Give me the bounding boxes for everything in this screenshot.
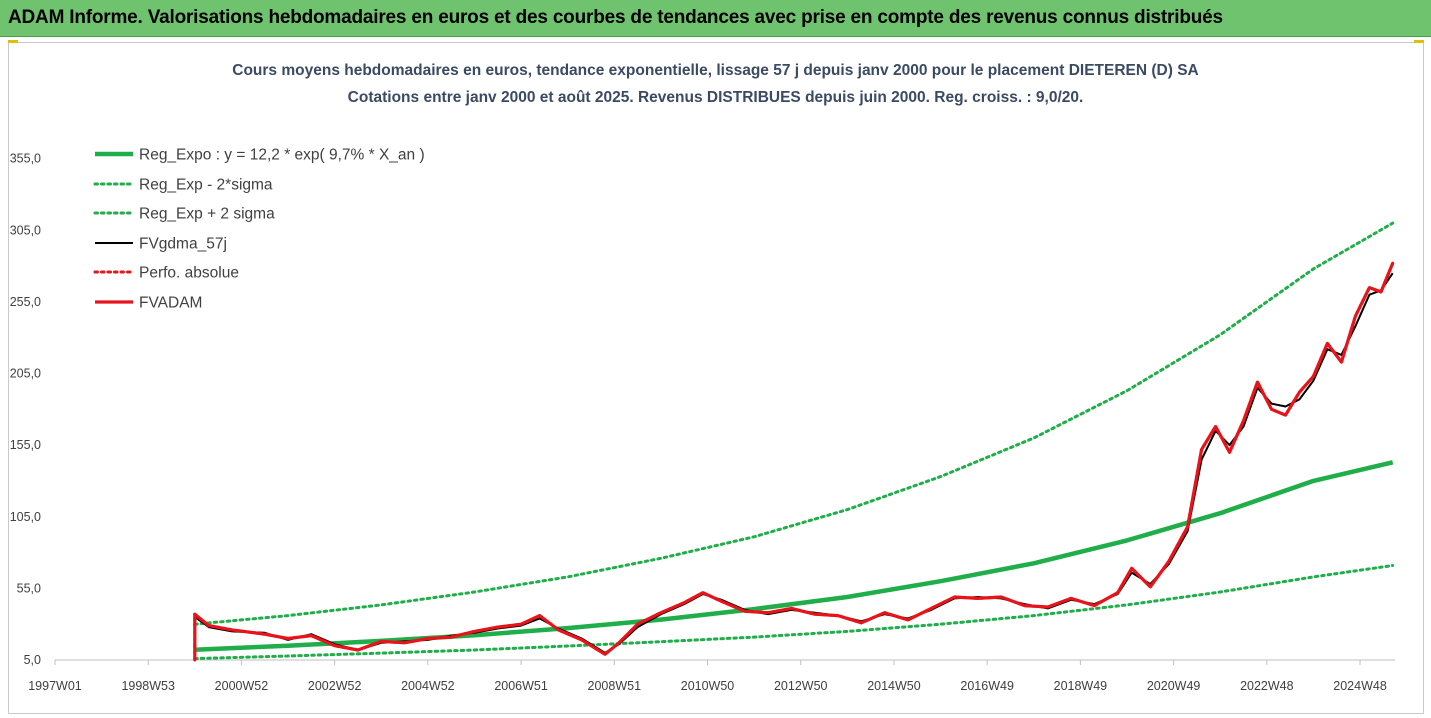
x-tick-label: 2004W52 (401, 679, 455, 693)
series-line-4 (193, 261, 1395, 662)
legend-label: Reg_Expo : y = 12,2 * exp( 9,7% * X_an ) (139, 147, 425, 164)
x-tick-label: 2012W50 (774, 679, 828, 693)
series-line-1 (193, 564, 1395, 661)
y-tick-label: 5,0 (24, 653, 41, 667)
chart-frame (8, 42, 1424, 714)
y-tick-label: 255,0 (10, 295, 41, 309)
x-tick-label: 2020W49 (1147, 679, 1201, 693)
header-banner: ADAM Informe. Valorisations hebdomadaire… (0, 0, 1431, 37)
chart-series (193, 221, 1395, 662)
legend-label: FVgdma_57j (139, 236, 227, 253)
page-title: ADAM Informe. Valorisations hebdomadaire… (8, 7, 1223, 28)
legend-label: FVADAM (139, 295, 202, 312)
chart-title: Cours moyens hebdomadaires en euros, ten… (232, 62, 1199, 79)
y-tick-label: 305,0 (10, 223, 41, 237)
legend-label: Reg_Exp + 2 sigma (139, 206, 275, 223)
y-tick-label: 355,0 (10, 152, 41, 166)
series-line-0 (194, 460, 1394, 652)
series-line-2 (193, 221, 1395, 626)
legend-label: Perfo. absolue (139, 265, 239, 282)
series-line-5 (193, 262, 1395, 660)
x-tick-label: 2002W52 (308, 679, 362, 693)
y-tick-label: 155,0 (10, 438, 41, 452)
x-tick-label: 2014W50 (867, 679, 921, 693)
frame-corner-marker (1414, 40, 1424, 43)
y-tick-label: 105,0 (10, 510, 41, 524)
x-tick-label: 2008W51 (588, 679, 642, 693)
y-tick-label: 55,0 (17, 581, 41, 595)
x-tick-label: 2006W51 (494, 679, 548, 693)
x-tick-label: 1998W53 (121, 679, 175, 693)
y-tick-label: 205,0 (10, 367, 41, 381)
x-tick-label: 2024W48 (1333, 679, 1387, 693)
x-tick-label: 1997W01 (28, 679, 82, 693)
chart-axes: 5,0 55,0 105,0 155,0 205,0 255,0 305,0 355,0 199… (10, 152, 1395, 693)
chart-subtitle: Cotations entre janv 2000 et août 2025. … (347, 89, 1084, 106)
legend-label: Reg_Exp - 2*sigma (139, 177, 273, 194)
chart-legend: Reg_Expo : y = 12,2 * exp( 9,7% * X_an )… (93, 147, 425, 312)
x-tick-label: 2022W48 (1240, 679, 1294, 693)
x-tick-label: 2010W50 (681, 679, 735, 693)
x-tick-label: 2000W52 (215, 679, 269, 693)
x-tick-label: 2018W49 (1054, 679, 1108, 693)
x-tick-label: 2016W49 (960, 679, 1014, 693)
frame-corner-marker (8, 40, 18, 43)
